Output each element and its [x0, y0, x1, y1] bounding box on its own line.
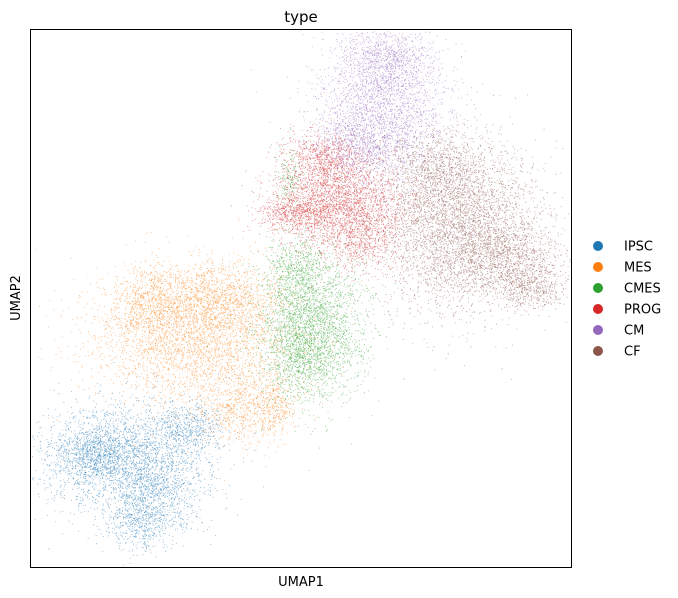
chart-title: type	[284, 8, 318, 26]
legend-item-cf: CF	[593, 345, 641, 360]
point-cloud-ipsc-0	[32, 362, 264, 552]
point-cloud-cf-1	[427, 184, 571, 331]
legend-item-prog: PROG	[593, 303, 661, 318]
series-ipsc	[32, 362, 264, 566]
legend-marker-cm	[593, 325, 603, 335]
legend-label-cmes: CMES	[624, 282, 661, 297]
point-cloud-cf-3	[479, 258, 569, 317]
point-cloud-prog-1	[237, 186, 351, 244]
legend-marker-ipsc	[593, 241, 603, 251]
point-cloud-mes-4	[242, 364, 304, 448]
point-cloud-cf-0	[311, 91, 569, 380]
point-cloud-cm-1	[311, 31, 463, 111]
legend: IPSC MES CMES PROG CM CF	[593, 240, 661, 360]
series-cm	[250, 31, 483, 224]
point-cloud-cmes-0	[206, 173, 398, 471]
y-axis-label: UMAP2	[9, 275, 24, 321]
series-prog	[230, 109, 450, 295]
x-axis-label: UMAP1	[278, 575, 324, 590]
legend-marker-cf	[593, 346, 603, 356]
legend-item-ipsc: IPSC	[593, 240, 653, 255]
legend-item-cmes: CMES	[593, 282, 661, 297]
series-cf	[311, 91, 571, 380]
point-cloud-cm-2	[290, 82, 415, 186]
point-cloud-prog-0	[230, 109, 450, 288]
legend-label-prog: PROG	[624, 303, 661, 318]
legend-label-ipsc: IPSC	[624, 240, 653, 255]
legend-label-cm: CM	[624, 324, 644, 339]
series-cmes	[206, 129, 398, 471]
legend-item-cm: CM	[593, 324, 644, 339]
point-cloud-ipsc-1	[32, 403, 166, 493]
data-points	[32, 31, 571, 566]
legend-marker-prog	[593, 304, 603, 314]
point-cloud-ipsc-2	[96, 425, 210, 558]
legend-label-cf: CF	[624, 345, 641, 360]
plot-frame	[30, 29, 572, 568]
legend-label-mes: MES	[624, 261, 652, 276]
series-mes	[35, 220, 392, 482]
legend-item-mes: MES	[593, 261, 652, 276]
legend-marker-mes	[593, 262, 603, 272]
legend-marker-cmes	[593, 283, 603, 293]
point-cloud-cmes-1	[258, 221, 337, 314]
